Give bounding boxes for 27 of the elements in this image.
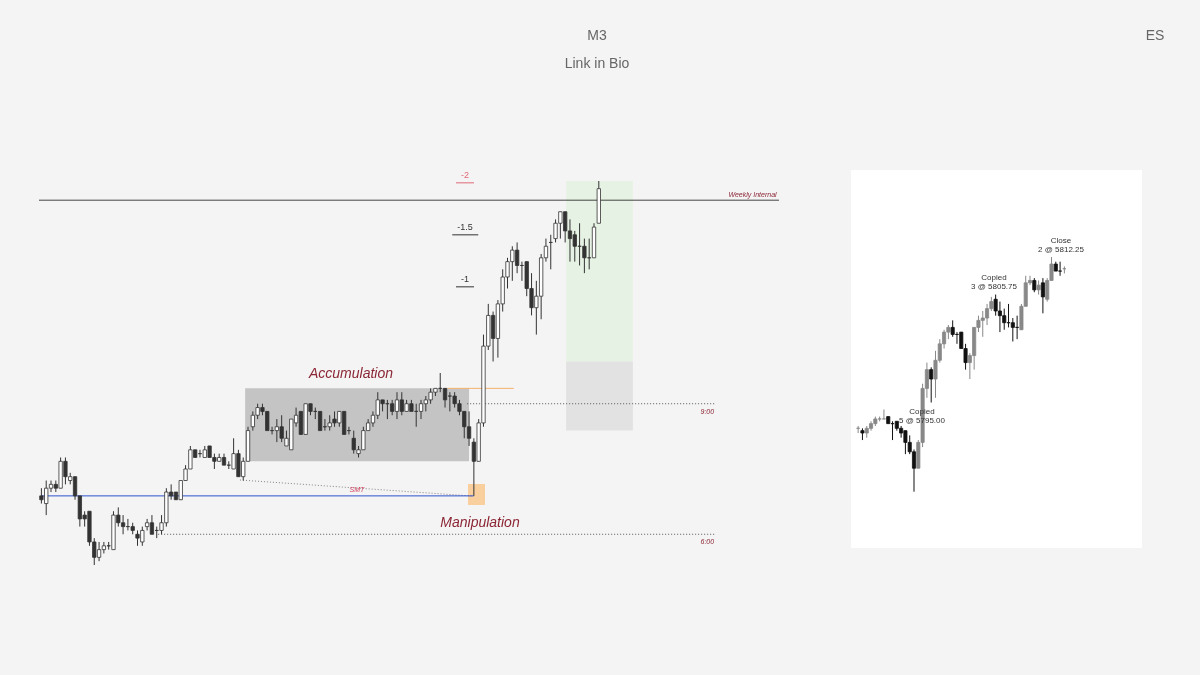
chart-title: M3 bbox=[587, 27, 607, 43]
annotation: Copied 3 @ 5805.75 bbox=[971, 272, 1017, 292]
annotation: Manipulation bbox=[440, 513, 520, 531]
candlestick bbox=[442, 387, 448, 409]
candlestick bbox=[394, 391, 400, 420]
candlestick bbox=[318, 410, 323, 432]
candlestick bbox=[101, 541, 106, 554]
candlestick bbox=[120, 514, 126, 535]
text: -2 bbox=[455, 170, 475, 184]
candlestick bbox=[903, 430, 908, 455]
candlestick bbox=[418, 399, 424, 420]
candlestick bbox=[997, 301, 1002, 333]
annotation: -1 bbox=[455, 274, 475, 288]
text: Close 2 @ 5812.25 bbox=[1038, 235, 1084, 255]
candlestick bbox=[149, 514, 155, 535]
candlestick bbox=[466, 410, 472, 447]
candlestick bbox=[145, 518, 150, 531]
candlestick bbox=[1010, 317, 1015, 342]
candlestick bbox=[582, 238, 587, 274]
chart-subtitle: Link in Bio bbox=[564, 55, 630, 71]
candlestick bbox=[929, 366, 934, 404]
candlestick bbox=[96, 541, 102, 562]
text: ES bbox=[1145, 26, 1165, 44]
candlestick bbox=[899, 425, 904, 439]
candlestick bbox=[985, 303, 990, 326]
annotation: Accumulation bbox=[308, 364, 394, 382]
annotation: -1.5 bbox=[452, 222, 478, 236]
